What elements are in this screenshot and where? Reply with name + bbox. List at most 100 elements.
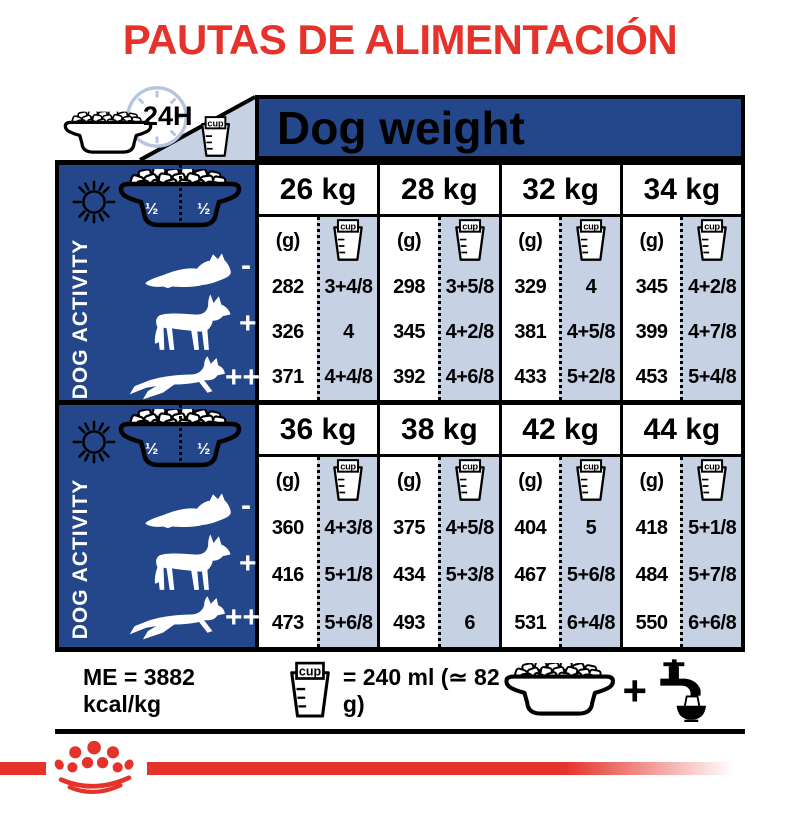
grams-value: 550 [635,611,668,634]
activity-level-high: ++ [225,601,261,634]
activity-level-medium: + [239,307,257,340]
cup-value: 5+6/8 [566,564,616,587]
svg-text:cup: cup [583,462,599,472]
activity-level-low: - [241,489,251,522]
ration-grid: 26 kg (g) 282 326 371 cup 3+4/8 [259,165,741,400]
cup-value: 4+7/8 [688,321,737,343]
grams-value: 399 [635,321,668,343]
sun-icon [67,175,121,229]
grams-unit-label: (g) [639,229,665,252]
weight-column: 28 kg (g) 298 345 392 cup 3+5/8 [380,165,502,400]
svg-text:cup: cup [207,118,224,128]
running-dog-icon [121,593,231,641]
weight-column: 36 kg (g) 360 416 473 cup 4+3/8 [259,405,381,647]
dog-activity-label: DOG ACTIVITY [69,478,92,640]
weight-header: 38 kg [380,405,499,457]
weight-column: 34 kg (g) 345 399 453 cup 4+2/8 [622,165,741,400]
grams-value: 392 [393,366,425,388]
standing-dog-icon [151,533,233,593]
cup-value: 5 [585,517,597,540]
cup-value: 3+4/8 [324,276,373,298]
half-ration-label: ½ [197,201,211,218]
grams-unit-label: (g) [275,469,301,492]
food-bowl-icon [61,111,155,157]
lying-dog-icon [141,491,235,533]
grams-unit-label: (g) [275,229,301,252]
running-dog-icon [121,353,231,401]
measuring-cup-icon: cup [285,659,335,723]
ration-grid: 36 kg (g) 360 416 473 cup 4+3/8 [259,405,741,647]
cup-value: 4 [585,276,597,298]
cup-value: 5+3/8 [445,564,495,587]
grams-value: 416 [271,564,304,587]
grams-value: 329 [514,276,547,298]
dog-weight-header: Dog weight [255,95,745,160]
grams-unit-label: (g) [518,229,543,252]
moon-icon [215,175,248,208]
grams-unit-label: (g) [397,469,422,492]
cup-icon-cell: cup [683,457,741,505]
table-footer: ME = 3882 kcal/kg cup = 240 ml (≃ 82 g) … [55,647,745,734]
activity-level-low: - [241,249,251,282]
grams-value: 282 [271,276,304,298]
lying-dog-icon [141,251,235,293]
grams-unit-label: (g) [397,229,422,252]
cup-value: 4+4/8 [324,366,373,388]
cup-value: 5+2/8 [566,366,616,388]
weight-column: 26 kg (g) 282 326 371 cup 3+4/8 [259,165,381,400]
weight-header: 44 kg [622,405,741,457]
grams-unit-label: (g) [518,469,543,492]
cup-icon-cell: cup [320,217,378,265]
cup-value: 4+5/8 [566,321,616,343]
cup-value: 4+6/8 [445,366,495,388]
svg-text:cup: cup [341,222,357,232]
cup-value: 5+1/8 [324,564,373,587]
measuring-cup-icon: cup [451,218,489,264]
cup-value: 4+2/8 [688,276,737,298]
cup-icon-cell: cup [562,457,620,505]
cup-icon-cell: cup [441,217,499,265]
cup-value: 4+2/8 [445,321,495,343]
measuring-cup-icon: cup [197,115,234,160]
feeding-table: 24H cup Dog weight ½ ½ DOG ACTIVITY - [55,95,745,734]
measuring-cup-icon: cup [329,458,367,504]
measuring-cup-icon: cup [572,218,610,264]
measuring-cup-icon: cup [451,458,489,504]
grams-value: 484 [635,564,668,587]
brand-bar-right [147,762,745,775]
weight-header: 36 kg [259,405,378,457]
royal-canin-crown-logo [46,741,146,807]
weight-header: 34 kg [622,165,741,217]
weight-header: 32 kg [501,165,620,217]
grams-value: 381 [514,321,547,343]
grams-unit-label: (g) [639,469,665,492]
weight-section-2: ½ ½ DOG ACTIVITY - + ++ 36 kg (g) 360 [55,400,745,647]
grams-value: 345 [393,321,425,343]
water-faucet-icon [651,655,713,727]
grams-value: 453 [635,366,668,388]
page-title: PAUTAS DE ALIMENTACIÓN [122,16,678,63]
grams-value: 298 [393,276,425,298]
cup-value: 6+4/8 [566,611,616,634]
half-ration-label: ½ [197,441,211,458]
measuring-cup-icon: cup [693,458,731,504]
cup-icon-cell: cup [562,217,620,265]
cup-icon-cell: cup [441,457,499,505]
dog-weight-label: Dog weight [277,101,525,154]
weight-header: 42 kg [501,405,620,457]
svg-text:cup: cup [704,222,720,232]
dog-activity-label: DOG ACTIVITY [69,238,92,400]
food-bowl-icon [501,663,618,719]
measuring-cup-icon: cup [572,458,610,504]
grams-value: 493 [393,611,425,634]
cup-icon-cell: cup [320,457,378,505]
weight-column: 42 kg (g) 404 467 531 cup 5 [501,405,623,647]
cup-equivalence-label: = 240 ml (≃ 82 g) [342,663,500,717]
bowl-divider-dotted-line [179,165,182,227]
measuring-cup-icon: cup [693,218,731,264]
cup-value: 5+4/8 [688,366,737,388]
measuring-cup-icon: cup [329,218,367,264]
moon-icon [215,415,248,448]
grams-value: 326 [271,321,304,343]
cup-value: 5+7/8 [688,564,737,587]
